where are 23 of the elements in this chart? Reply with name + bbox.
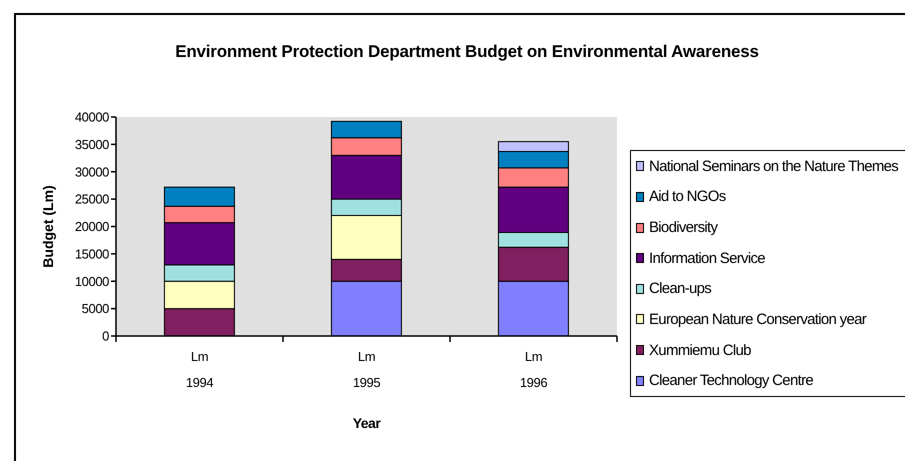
legend-label: European Nature Conservation year xyxy=(649,310,866,328)
x-tick-label: Lm 1996 xyxy=(520,349,548,390)
y-tick-label: 10000 xyxy=(74,274,110,289)
x-tick-label: Lm 1995 xyxy=(352,349,380,390)
legend-label: Biodiversity xyxy=(649,219,718,236)
chart-title: Environment Protection Department Budget on Environmental Awareness xyxy=(175,42,759,61)
legend-label: Xummiemu Club xyxy=(649,342,751,359)
y-tick-label: 25000 xyxy=(74,192,110,207)
x-tick-label: Lm 1994 xyxy=(186,349,214,390)
legend-label: National Seminars on the Nature Themes xyxy=(649,158,898,175)
y-tick-label: 20000 xyxy=(74,219,110,234)
legend-label: Aid to NGOs xyxy=(649,188,726,206)
legend-label: Cleaner Technology Centre xyxy=(649,372,814,390)
y-tick-label: 30000 xyxy=(74,164,110,180)
y-tick-label: 5000 xyxy=(82,301,110,316)
y-tick-label: 0 xyxy=(102,328,110,344)
y-axis-title: Budget (Lm) xyxy=(40,185,56,268)
legend-label: Clean-ups xyxy=(649,280,712,298)
y-tick-label: 35000 xyxy=(74,136,110,152)
y-tick-label: 15000 xyxy=(74,246,110,262)
y-tick-label: 40000 xyxy=(74,110,110,125)
legend-label: Information Service xyxy=(649,250,765,267)
x-axis-title: Year xyxy=(352,415,382,431)
